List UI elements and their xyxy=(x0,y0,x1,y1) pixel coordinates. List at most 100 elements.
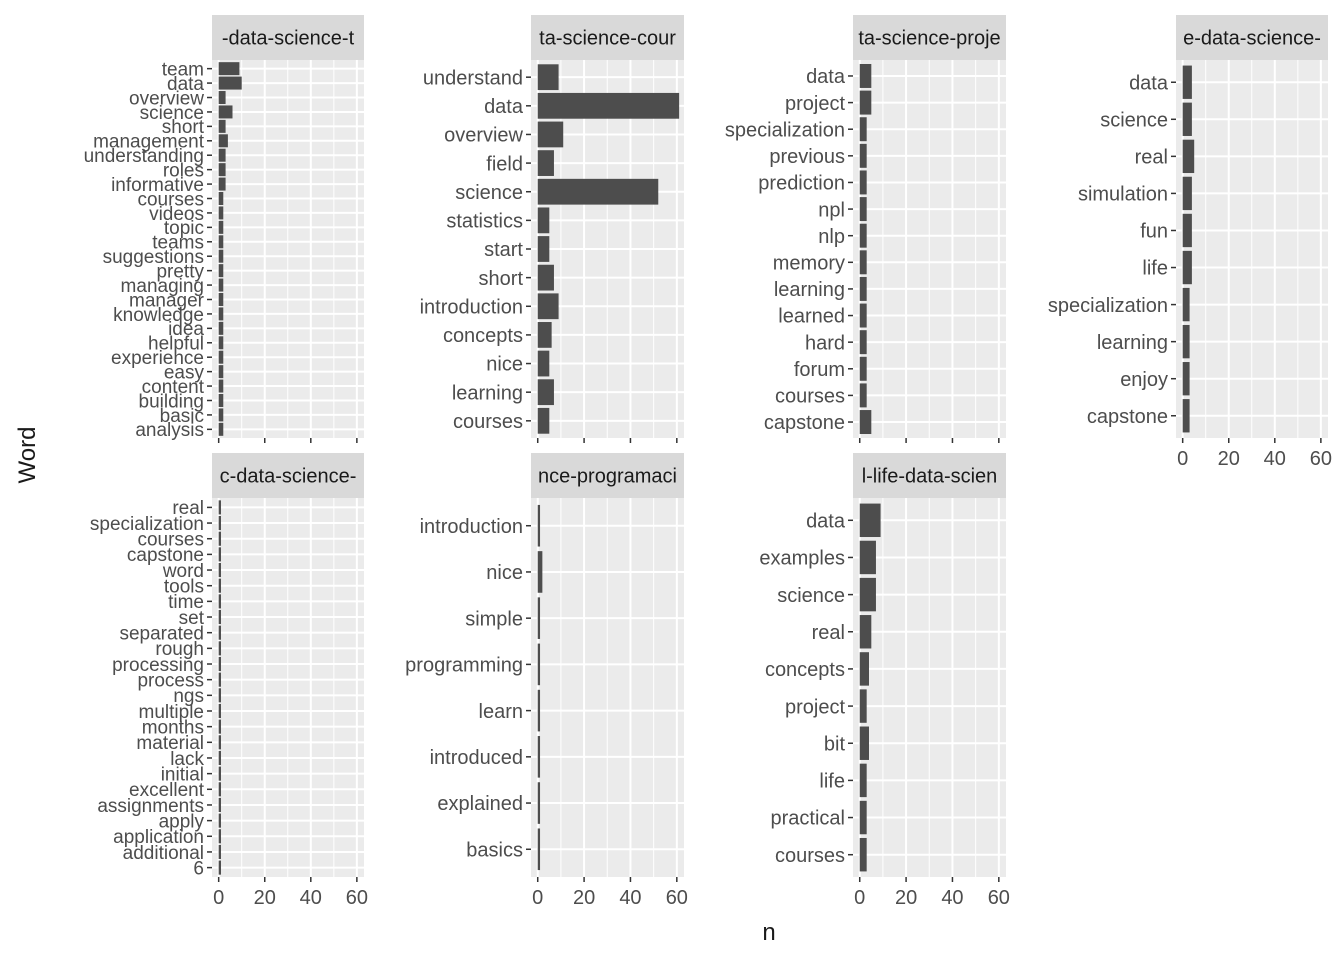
bar xyxy=(1182,213,1192,248)
y-tick-label: simulation xyxy=(1078,184,1168,206)
y-tick-label: suggestions xyxy=(103,247,204,268)
bar xyxy=(859,577,876,612)
bar xyxy=(218,235,224,249)
bar xyxy=(537,504,541,547)
bar xyxy=(218,393,224,407)
y-tick-label: excellent xyxy=(129,780,205,801)
bar xyxy=(859,763,867,798)
bar xyxy=(859,726,869,760)
bar xyxy=(537,643,541,686)
facet-strip-label: c-data-science- xyxy=(220,466,357,488)
bar xyxy=(218,408,224,422)
y-tick-label: management xyxy=(93,132,205,153)
x-tick-label: 0 xyxy=(213,887,224,909)
bar xyxy=(537,551,543,593)
y-tick-label: short xyxy=(479,268,524,290)
y-tick-label: enjoy xyxy=(1120,369,1168,391)
y-tick-label: data xyxy=(167,74,204,95)
bar xyxy=(218,750,221,766)
y-tick-label: videos xyxy=(149,204,204,225)
bar xyxy=(218,609,221,625)
y-tick-label: npl xyxy=(818,199,845,221)
y-tick-label: topic xyxy=(164,218,204,239)
y-tick-label: overview xyxy=(129,88,204,109)
y-tick-label: short xyxy=(162,117,205,138)
bar xyxy=(218,797,221,813)
bar xyxy=(1182,250,1192,285)
bar xyxy=(537,207,550,234)
y-tick-label: capstone xyxy=(127,545,204,566)
bar xyxy=(537,293,559,320)
y-tick-label: real xyxy=(1135,147,1168,169)
y-tick-label: programming xyxy=(405,655,523,677)
y-tick-label: concepts xyxy=(443,325,523,347)
bar xyxy=(859,615,872,649)
y-tick-label: courses xyxy=(775,845,845,867)
facet-strip-label: nce-programaci xyxy=(538,466,677,488)
bar xyxy=(218,547,221,562)
y-tick-label: courses xyxy=(775,386,845,408)
bar xyxy=(537,736,541,778)
y-tick-label: capstone xyxy=(764,412,845,434)
bar xyxy=(859,90,872,115)
y-tick-label: application xyxy=(113,827,204,848)
bar xyxy=(218,206,224,220)
bar xyxy=(1182,139,1195,174)
bar xyxy=(1182,176,1192,211)
bar xyxy=(1182,287,1190,322)
y-tick-label: bit xyxy=(824,733,846,755)
y-tick-label: rough xyxy=(155,639,204,660)
facet-panel-5: c-data-science-realspecializationcourses… xyxy=(90,453,368,909)
bar xyxy=(859,652,869,686)
bar xyxy=(859,303,867,328)
bar xyxy=(218,829,221,844)
y-tick-label: real xyxy=(172,498,204,519)
x-tick-label: 40 xyxy=(619,887,641,909)
y-tick-label: nice xyxy=(486,562,523,584)
y-tick-label: overview xyxy=(444,125,523,147)
y-tick-label: analysis xyxy=(135,420,204,441)
facet-strip xyxy=(853,15,1006,60)
x-tick-label: 60 xyxy=(988,887,1010,909)
facet-strip-label: l-life-data-scien xyxy=(862,466,998,488)
bar xyxy=(218,379,224,393)
bar xyxy=(218,293,224,306)
bar xyxy=(859,410,872,435)
bar xyxy=(537,689,541,732)
y-tick-label: data xyxy=(806,510,846,532)
bar xyxy=(1182,65,1192,99)
bar xyxy=(537,597,541,639)
y-tick-label: material xyxy=(136,733,204,754)
y-tick-label: statistics xyxy=(446,211,523,233)
y-tick-label: examples xyxy=(759,548,845,570)
bar xyxy=(218,688,221,703)
y-axis-title: Word xyxy=(14,427,41,484)
bar xyxy=(537,350,550,377)
x-tick-label: 20 xyxy=(573,887,595,909)
bar xyxy=(859,540,876,575)
x-tick-label: 40 xyxy=(1264,448,1286,470)
y-tick-label: learning xyxy=(774,279,845,301)
bar xyxy=(218,336,224,350)
y-tick-label: tools xyxy=(164,577,204,598)
facet-strip xyxy=(531,453,684,498)
facet-strip-label: ta-science-proje xyxy=(858,28,1000,50)
x-tick-label: 0 xyxy=(532,887,543,909)
y-tick-label: specialization xyxy=(725,119,845,141)
y-tick-label: specialization xyxy=(90,514,204,535)
bar xyxy=(218,365,224,379)
y-tick-label: practical xyxy=(771,808,845,830)
bar xyxy=(537,407,550,434)
bar xyxy=(859,276,867,301)
y-tick-label: fun xyxy=(1140,221,1168,243)
x-tick-label: 0 xyxy=(1177,448,1188,470)
bar xyxy=(218,119,226,133)
y-tick-label: nlp xyxy=(818,226,845,248)
y-tick-label: explained xyxy=(437,793,523,815)
y-tick-label: teams xyxy=(152,233,204,254)
y-tick-label: processing xyxy=(112,655,204,676)
y-tick-label: apply xyxy=(159,811,205,832)
facet-strip-label: -data-science-t xyxy=(222,28,355,50)
facet-panel-6: nce-programaci introduction nice simple prog… xyxy=(405,453,688,909)
y-tick-label: team xyxy=(162,59,204,80)
